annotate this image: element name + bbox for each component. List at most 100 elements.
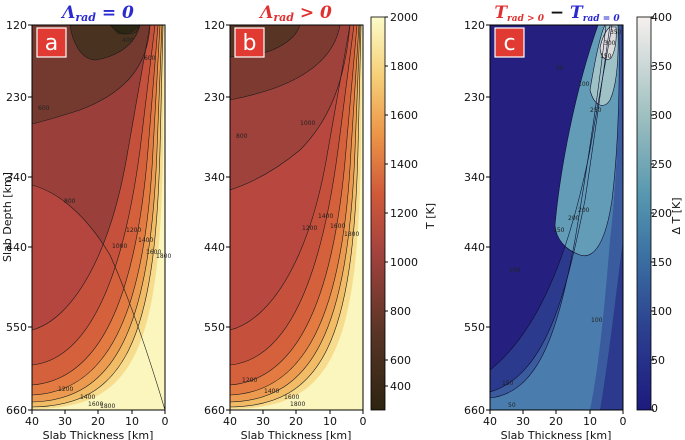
contour-label: 1800 bbox=[290, 401, 305, 408]
panel-c-y-ticks: 120 230 340 440 550 660 bbox=[464, 19, 490, 417]
colorbar-d-bar bbox=[636, 16, 652, 411]
panel-b-label-box bbox=[234, 27, 265, 58]
contour-label: 150 bbox=[502, 380, 514, 387]
contour-label: 100 bbox=[578, 81, 590, 88]
contour-label: 100 bbox=[509, 267, 521, 274]
contour-label: 50 bbox=[556, 65, 564, 72]
x-tick-label: 40 bbox=[483, 415, 497, 428]
colorbar-tick: 1000 bbox=[390, 256, 418, 269]
colorbar-tick: 0 bbox=[651, 402, 658, 415]
colorbar-tick: 2000 bbox=[390, 11, 418, 24]
title-main: Λ bbox=[60, 3, 75, 23]
contour-label: 600 bbox=[144, 55, 156, 62]
y-tick-label: 230 bbox=[6, 91, 27, 104]
colorbar-tick: 150 bbox=[651, 256, 672, 269]
contour-label: 1600 bbox=[146, 249, 161, 256]
title-main: Λ bbox=[258, 3, 273, 23]
y-tick-label: 230 bbox=[204, 91, 225, 104]
y-tick-label: 550 bbox=[6, 321, 27, 334]
x-tick-label: 0 bbox=[360, 415, 367, 428]
panel-b-heatmap bbox=[230, 25, 363, 410]
y-tick-label: 120 bbox=[464, 19, 485, 32]
colorbar-tick: 1600 bbox=[390, 109, 418, 122]
title-minus: − bbox=[544, 3, 570, 23]
x-tick-label: 10 bbox=[323, 415, 337, 428]
y-tick-label: 340 bbox=[204, 171, 225, 184]
title-a: T bbox=[494, 3, 508, 23]
title-rest: = 0 bbox=[96, 3, 134, 23]
contour-label: 1200 bbox=[242, 377, 257, 384]
contour-label: 1800 bbox=[344, 231, 359, 238]
title-sub: rad bbox=[273, 11, 294, 24]
contour-label: 1400 bbox=[80, 394, 95, 401]
colorbar-tick: 200 bbox=[651, 207, 672, 220]
panel-c-label: c bbox=[503, 31, 515, 56]
colorbar-t-label: T [K] bbox=[424, 203, 437, 230]
x-tick-label: 20 bbox=[91, 415, 105, 428]
panel-a-label-box bbox=[36, 27, 67, 58]
colorbar-delta-t: 400 350 300 250 200 150 100 50 0 Δ T [K] bbox=[636, 11, 683, 415]
colorbar-tick: 400 bbox=[651, 11, 672, 24]
y-tick-label: 660 bbox=[204, 404, 225, 417]
contour-label: 1000 bbox=[300, 120, 315, 127]
contour-label: 1600 bbox=[330, 223, 345, 230]
contour-label: 1200 bbox=[58, 386, 73, 393]
title-a-sub: rad > 0 bbox=[507, 14, 545, 24]
panel-b-label: b bbox=[243, 31, 257, 56]
contour-label: 50 bbox=[508, 402, 516, 409]
panel-c-x-label: Slab Thickness [km] bbox=[501, 429, 612, 440]
x-tick-label: 40 bbox=[25, 415, 39, 428]
contour-label: 1600 bbox=[88, 401, 103, 408]
contour-label: 1600 bbox=[284, 394, 299, 401]
colorbar-tick: 50 bbox=[651, 354, 665, 367]
title-b-sub: rad = 0 bbox=[583, 14, 621, 24]
panel-a-heatmap bbox=[32, 25, 165, 410]
contour-label: 250 bbox=[590, 107, 602, 114]
panel-a-contour-labels: 400 600 600 800 1000 1200 1400 1600 1800… bbox=[38, 37, 171, 410]
panel-c-label-box bbox=[494, 27, 525, 58]
colorbar-tick: 1800 bbox=[390, 60, 418, 73]
contour-label: 400 bbox=[122, 37, 134, 44]
contour-label: 800 bbox=[64, 198, 76, 205]
y-tick-label: 120 bbox=[204, 19, 225, 32]
title-sub: rad bbox=[75, 11, 96, 24]
panel-a-label: a bbox=[45, 31, 58, 56]
y-tick-label: 230 bbox=[464, 91, 485, 104]
y-tick-label: 440 bbox=[464, 241, 485, 254]
x-tick-label: 20 bbox=[549, 415, 563, 428]
panel-a: 400 600 600 800 1000 1200 1400 1600 1800… bbox=[1, 3, 171, 440]
panel-a-x-label: Slab Thickness [km] bbox=[43, 429, 154, 440]
contour-label: 150 bbox=[553, 227, 565, 234]
contour-label: 200 bbox=[568, 215, 580, 222]
title-b: T bbox=[570, 3, 584, 23]
contour-label: 600 bbox=[38, 105, 50, 112]
y-tick-label: 120 bbox=[6, 19, 27, 32]
colorbar-tick: 800 bbox=[390, 305, 411, 318]
contour-label: 1400 bbox=[318, 213, 333, 220]
contour-label: 200 bbox=[578, 207, 590, 214]
colorbar-tick: 400 bbox=[390, 380, 411, 393]
x-tick-label: 30 bbox=[516, 415, 530, 428]
colorbar-tick: 100 bbox=[651, 305, 672, 318]
panel-a-y-label: Slab Depth [km] bbox=[1, 172, 14, 262]
y-tick-label: 550 bbox=[464, 321, 485, 334]
panel-c-contour-labels: 50 100 150 200 250 300 350 100 150 200 1… bbox=[502, 29, 622, 409]
colorbar-tick: 250 bbox=[651, 158, 672, 171]
colorbar-tick: 600 bbox=[390, 354, 411, 367]
x-tick-label: 10 bbox=[583, 415, 597, 428]
contour-label: 100 bbox=[591, 317, 603, 324]
x-tick-label: 0 bbox=[162, 415, 169, 428]
contour-label: 150 bbox=[600, 53, 612, 60]
x-tick-label: 20 bbox=[289, 415, 303, 428]
colorbar-tick: 350 bbox=[651, 60, 672, 73]
contour-label: 1800 bbox=[100, 403, 115, 410]
panel-b: 800 1000 1200 1400 1600 1800 1200 1400 1… bbox=[204, 3, 367, 440]
x-tick-label: 10 bbox=[125, 415, 139, 428]
y-tick-label: 550 bbox=[204, 321, 225, 334]
y-tick-label: 660 bbox=[464, 404, 485, 417]
panel-b-x-label: Slab Thickness [km] bbox=[241, 429, 352, 440]
title-rest: > 0 bbox=[294, 3, 332, 23]
y-tick-label: 340 bbox=[464, 171, 485, 184]
x-tick-label: 40 bbox=[223, 415, 237, 428]
